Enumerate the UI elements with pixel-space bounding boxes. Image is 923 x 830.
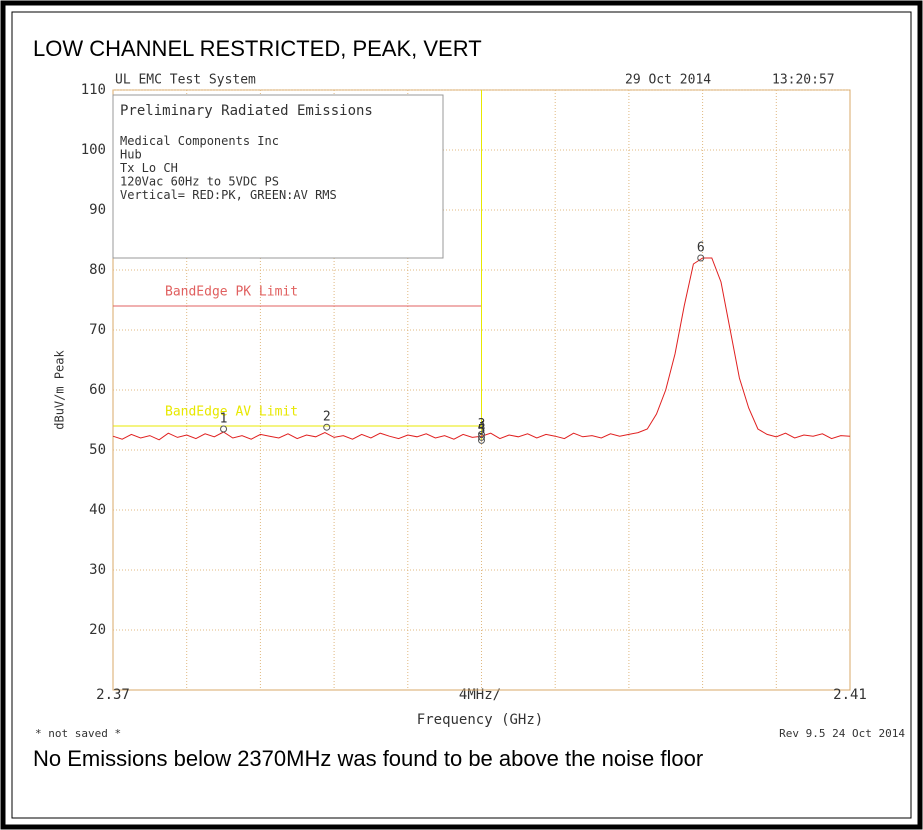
trace bbox=[112, 257, 851, 441]
y-tick-label: 30 bbox=[89, 562, 106, 578]
marker-label: 1 bbox=[220, 412, 228, 427]
note-box: No Emissions below 2370MHz was found to … bbox=[33, 746, 704, 771]
chart-title: LOW CHANNEL RESTRICTED, PEAK, VERT bbox=[33, 36, 482, 61]
limit-label: BandEdge PK Limit bbox=[165, 285, 298, 300]
marker-label: 4 bbox=[478, 420, 486, 435]
y-tick-label: 110 bbox=[81, 82, 106, 98]
inner-frame bbox=[11, 11, 912, 819]
info-line: 120Vac 60Hz to 5VDC PS bbox=[120, 175, 279, 189]
header-time: 13:20:57 bbox=[772, 73, 835, 88]
info-line: Preliminary Radiated Emissions bbox=[120, 103, 373, 119]
marker bbox=[220, 425, 228, 433]
note: No Emissions below 2370MHz was found to … bbox=[33, 746, 704, 771]
x-axis-label: Frequency (GHz) bbox=[417, 712, 543, 728]
limit-label: BandEdge AV Limit bbox=[165, 405, 298, 420]
marker-label: 3 bbox=[478, 417, 486, 432]
y-axis-label: dBuV/m Peak bbox=[53, 349, 67, 429]
marker-label: 2 bbox=[323, 410, 331, 425]
y-tick-label: 100 bbox=[81, 142, 106, 158]
marker-label: 6 bbox=[697, 241, 705, 256]
x-tick-label: 2.41 bbox=[833, 687, 867, 703]
marker bbox=[478, 436, 485, 444]
y-tick-label: 70 bbox=[89, 322, 106, 338]
x-span-label: 4MHz/ bbox=[459, 687, 501, 703]
y-tick-label: 60 bbox=[89, 382, 106, 398]
x-tick-label: 2.37 bbox=[96, 687, 130, 703]
header-left: UL EMC Test System bbox=[115, 73, 256, 88]
marker bbox=[697, 254, 705, 262]
info-line: Tx Lo CH bbox=[120, 161, 178, 175]
footer-right: Rev 9.5 24 Oct 2014 bbox=[779, 727, 905, 740]
header-date: 29 Oct 2014 bbox=[625, 73, 711, 88]
info-line: Medical Components Inc bbox=[120, 134, 279, 148]
y-tick-label: 50 bbox=[89, 442, 106, 458]
y-tick-label: 40 bbox=[89, 502, 106, 518]
info-line: Vertical= RED:PK, GREEN:AV RMS bbox=[120, 188, 337, 202]
marker bbox=[478, 433, 485, 441]
footer-left: * not saved * bbox=[35, 727, 121, 740]
y-tick-label: 20 bbox=[89, 622, 106, 638]
y-tick-label: 90 bbox=[89, 202, 106, 218]
info-line: Hub bbox=[120, 148, 142, 162]
marker bbox=[323, 423, 331, 431]
y-tick-label: 80 bbox=[89, 262, 106, 278]
marker-label: 5 bbox=[478, 423, 486, 438]
info-box bbox=[112, 94, 444, 259]
